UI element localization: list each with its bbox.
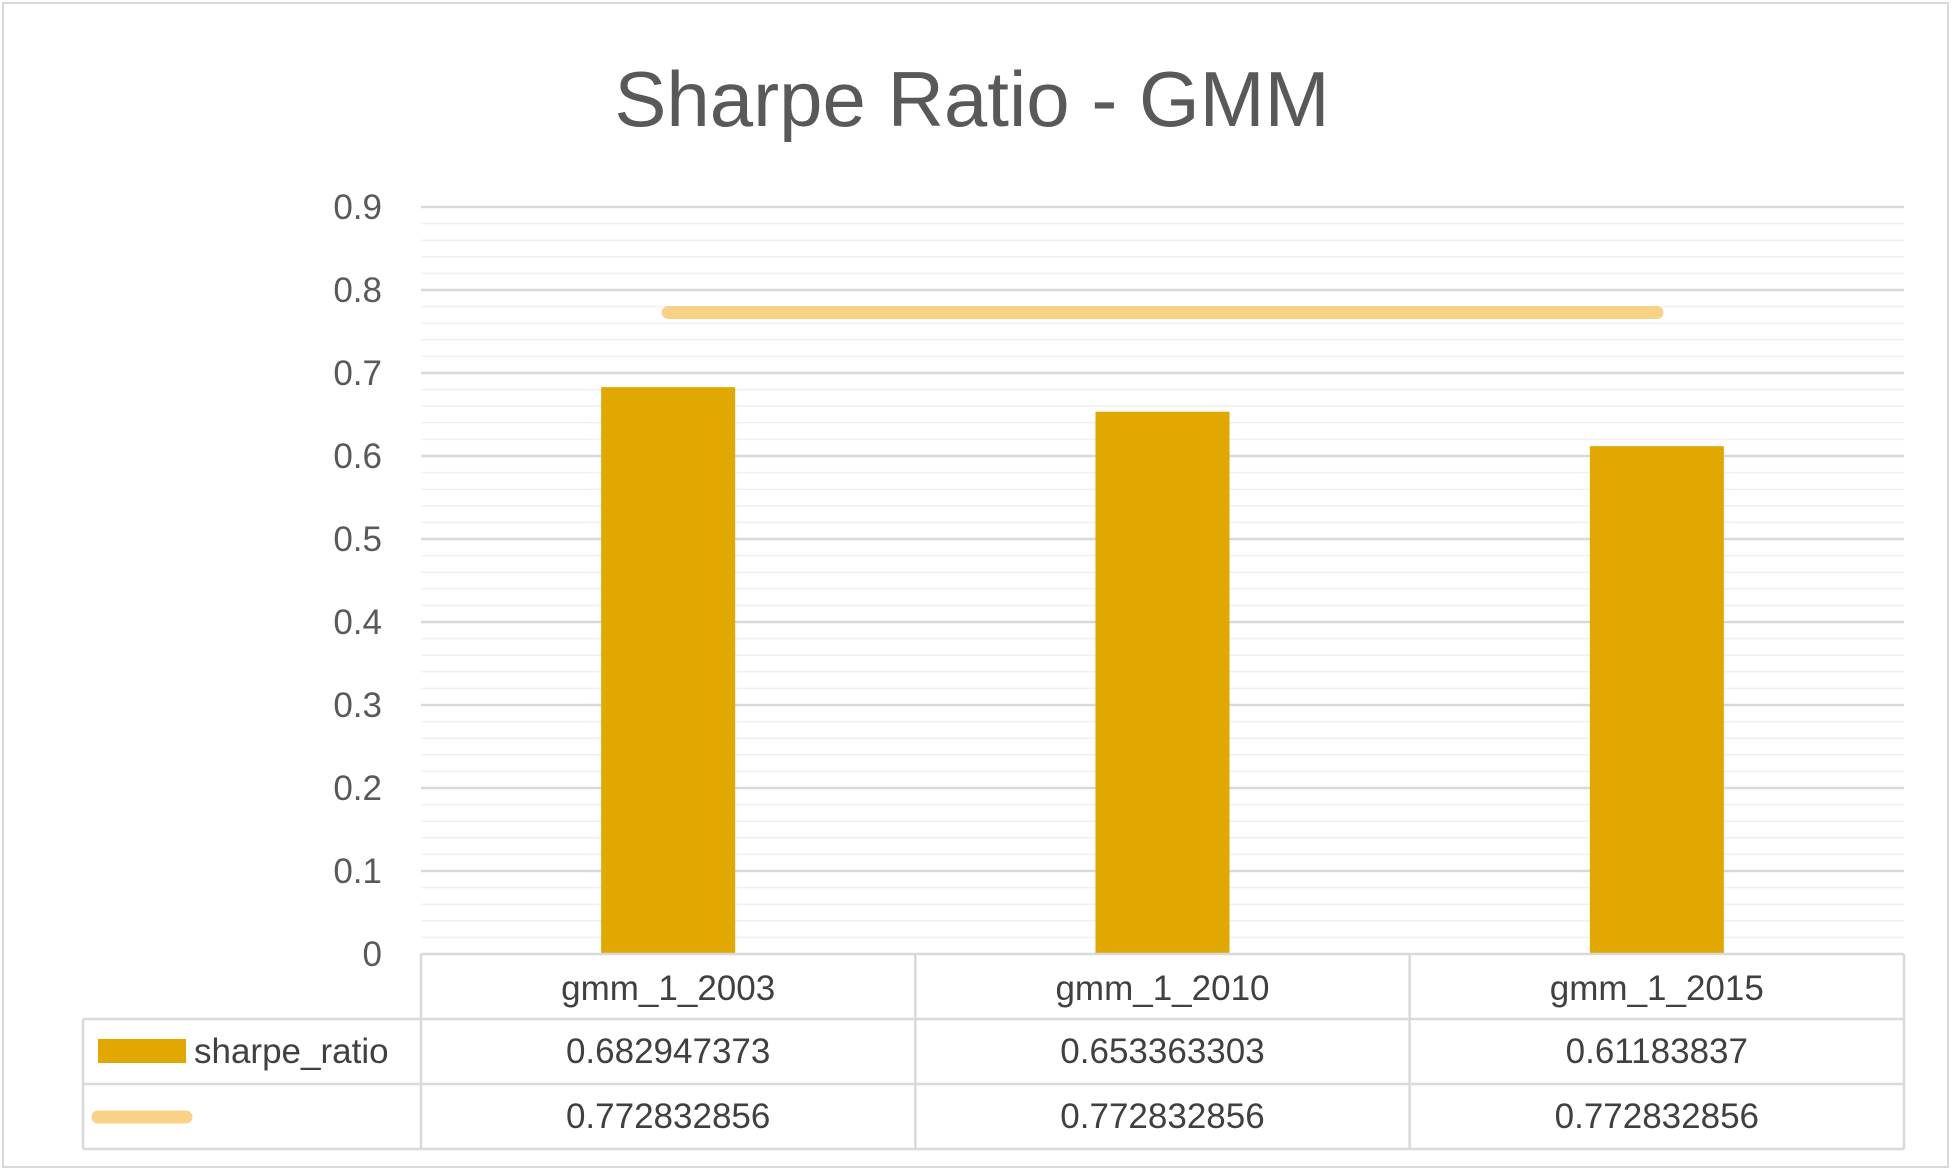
data-label: 0.682947373 xyxy=(566,1032,770,1071)
bar-series xyxy=(601,387,1724,954)
legend-label: sharpe_ratio xyxy=(194,1032,389,1071)
data-label: 0.653363303 xyxy=(1060,1032,1264,1071)
y-tick-label: 0 xyxy=(363,935,382,974)
y-tick-label: 0.4 xyxy=(333,603,382,642)
x-tick-label: gmm_1_2015 xyxy=(1550,969,1764,1008)
y-tick-label: 0.7 xyxy=(333,354,382,393)
data-label: 0.772832856 xyxy=(1555,1097,1759,1136)
x-tick-label: gmm_1_2003 xyxy=(561,969,775,1008)
y-axis-tick-labels: 0 0.1 0.2 0.3 0.4 0.5 0.6 0.7 0.8 0.9 xyxy=(333,188,382,974)
data-label: 0.772832856 xyxy=(566,1097,770,1136)
data-table: gmm_1_2003 gmm_1_2010 gmm_1_2015 sharpe_rat… xyxy=(81,952,1906,1151)
chart-svg: Sharpe Ratio - GMM 0 0.1 0.2 0.3 0.4 0.5 0.6 0.… xyxy=(81,55,1906,1151)
chart-title: Sharpe Ratio - GMM xyxy=(614,55,1329,143)
legend-swatch-bar xyxy=(98,1039,186,1063)
y-tick-label: 0.2 xyxy=(333,769,382,808)
x-tick-label: gmm_1_2010 xyxy=(1055,969,1269,1008)
bar-gmm_1_2003 xyxy=(601,387,736,954)
y-tick-label: 0.5 xyxy=(333,520,382,559)
y-tick-label: 0.3 xyxy=(333,686,382,725)
y-tick-label: 0.9 xyxy=(333,188,382,227)
data-label: 0.61183837 xyxy=(1566,1032,1748,1071)
bar-gmm_1_2010 xyxy=(1095,411,1230,954)
y-tick-label: 0.8 xyxy=(333,271,382,310)
bar-gmm_1_2015 xyxy=(1589,446,1724,954)
y-tick-label: 0.6 xyxy=(333,437,382,476)
y-tick-label: 0.1 xyxy=(333,852,382,891)
data-label: 0.772832856 xyxy=(1060,1097,1264,1136)
